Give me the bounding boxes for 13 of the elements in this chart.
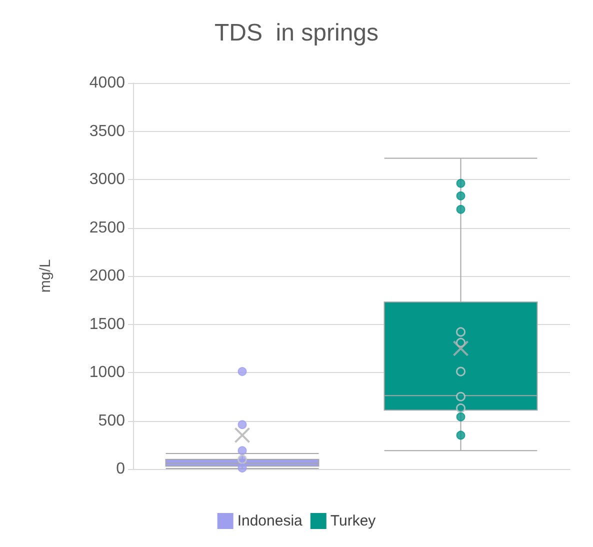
y-tick-label: 2500: [89, 219, 126, 236]
y-tick-label: 500: [98, 412, 126, 430]
y-tick-label: 1000: [89, 364, 126, 381]
y-axis-title: mg/L: [37, 259, 54, 293]
y-tick-label: 4000: [89, 74, 126, 92]
y-tick-label: 3500: [89, 122, 126, 140]
legend-label: Indonesia: [237, 512, 304, 530]
legend-label: Turkey: [330, 512, 376, 530]
y-tick-label: 1500: [89, 316, 126, 333]
y-tick-label: 0: [116, 460, 126, 478]
y-tick-label: 2000: [89, 268, 126, 284]
y-tick-label: 3000: [89, 171, 126, 188]
chart-title: TDS in springs: [214, 20, 379, 46]
